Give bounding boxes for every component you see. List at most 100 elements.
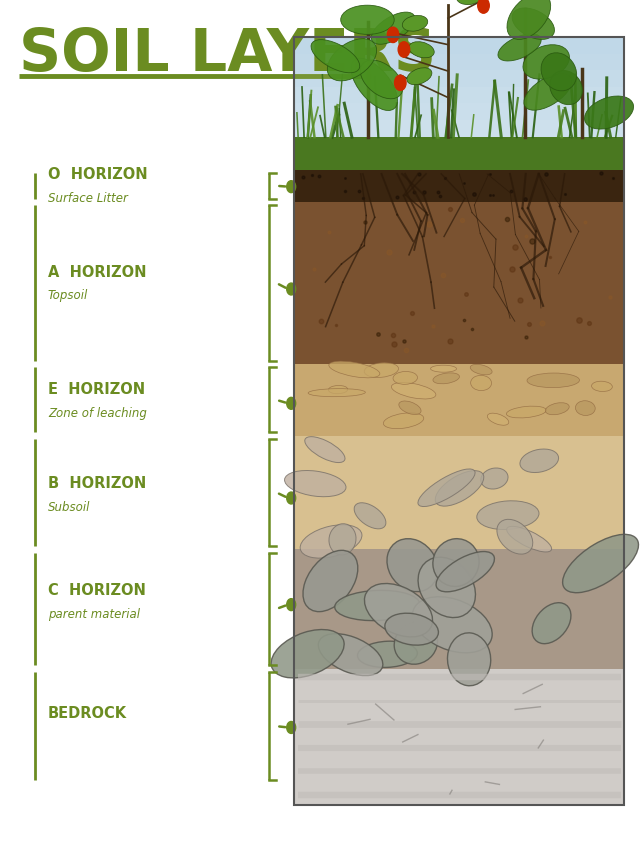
Ellipse shape: [300, 525, 362, 558]
Ellipse shape: [506, 406, 547, 418]
Text: C  HORIZON: C HORIZON: [48, 582, 146, 597]
Ellipse shape: [575, 401, 595, 416]
Ellipse shape: [407, 69, 432, 85]
Ellipse shape: [394, 622, 438, 665]
Bar: [294, 669, 624, 805]
Ellipse shape: [481, 469, 508, 489]
Ellipse shape: [550, 72, 582, 106]
Bar: [294, 104, 624, 121]
Circle shape: [398, 43, 410, 58]
Text: parent material: parent material: [48, 607, 140, 620]
Ellipse shape: [541, 54, 577, 92]
Ellipse shape: [358, 642, 417, 668]
Ellipse shape: [512, 9, 554, 40]
Ellipse shape: [523, 46, 570, 80]
Ellipse shape: [387, 539, 438, 592]
Bar: [294, 436, 624, 550]
Ellipse shape: [433, 373, 460, 384]
Ellipse shape: [591, 382, 612, 392]
Ellipse shape: [409, 43, 434, 59]
Text: Surface Litter: Surface Litter: [48, 192, 128, 205]
Ellipse shape: [545, 403, 569, 415]
Text: Topsoil: Topsoil: [48, 289, 88, 302]
Ellipse shape: [308, 389, 365, 397]
Ellipse shape: [403, 16, 428, 32]
Ellipse shape: [399, 401, 421, 415]
Ellipse shape: [498, 35, 541, 62]
Ellipse shape: [364, 584, 433, 637]
Bar: [294, 38, 624, 805]
Text: SOIL LAYERS: SOIL LAYERS: [19, 26, 436, 83]
Ellipse shape: [360, 61, 403, 100]
Bar: [294, 121, 624, 137]
Text: E  HORIZON: E HORIZON: [48, 382, 145, 397]
Ellipse shape: [383, 413, 424, 429]
Ellipse shape: [311, 41, 360, 73]
Text: BEDROCK: BEDROCK: [48, 705, 127, 721]
Circle shape: [287, 181, 296, 193]
Ellipse shape: [456, 0, 482, 6]
Ellipse shape: [329, 362, 380, 378]
Ellipse shape: [393, 372, 417, 385]
Ellipse shape: [354, 504, 386, 529]
Ellipse shape: [470, 365, 492, 376]
Bar: [294, 365, 624, 436]
Ellipse shape: [340, 6, 394, 35]
Ellipse shape: [318, 634, 383, 676]
Ellipse shape: [335, 590, 420, 621]
Bar: [294, 550, 624, 669]
Circle shape: [287, 398, 296, 410]
Ellipse shape: [392, 383, 436, 400]
Ellipse shape: [435, 471, 484, 507]
Ellipse shape: [329, 524, 356, 556]
Ellipse shape: [371, 13, 415, 45]
Circle shape: [287, 492, 296, 504]
Ellipse shape: [385, 613, 438, 645]
Ellipse shape: [563, 535, 639, 593]
Ellipse shape: [305, 437, 345, 463]
Ellipse shape: [532, 603, 571, 644]
Ellipse shape: [524, 74, 572, 111]
Bar: [294, 55, 624, 72]
Ellipse shape: [477, 501, 539, 530]
Ellipse shape: [418, 557, 476, 618]
Ellipse shape: [433, 539, 479, 587]
Ellipse shape: [447, 633, 491, 686]
Circle shape: [287, 284, 296, 296]
Ellipse shape: [470, 376, 492, 391]
Ellipse shape: [584, 97, 634, 130]
Ellipse shape: [436, 552, 495, 592]
Ellipse shape: [271, 630, 344, 678]
Circle shape: [387, 28, 399, 43]
Ellipse shape: [418, 469, 475, 507]
Ellipse shape: [303, 550, 358, 612]
Ellipse shape: [527, 373, 579, 389]
Ellipse shape: [507, 0, 550, 40]
Bar: [294, 72, 624, 88]
Circle shape: [477, 0, 489, 14]
Text: A  HORIZON: A HORIZON: [48, 264, 147, 279]
Text: O  HORIZON: O HORIZON: [48, 167, 148, 182]
Bar: [294, 170, 624, 203]
Circle shape: [287, 599, 296, 611]
Bar: [294, 38, 624, 55]
Ellipse shape: [431, 366, 456, 373]
Text: Zone of leaching: Zone of leaching: [48, 406, 147, 420]
Ellipse shape: [497, 520, 532, 555]
Circle shape: [287, 722, 296, 734]
Ellipse shape: [328, 386, 348, 394]
Text: B  HORIZON: B HORIZON: [48, 475, 147, 491]
Ellipse shape: [413, 597, 492, 653]
Ellipse shape: [520, 450, 559, 473]
Ellipse shape: [364, 363, 399, 378]
Ellipse shape: [507, 527, 552, 552]
Bar: [294, 138, 624, 170]
Bar: [294, 203, 624, 365]
Ellipse shape: [488, 414, 509, 426]
Ellipse shape: [351, 59, 397, 112]
Bar: [294, 38, 624, 170]
Circle shape: [394, 76, 406, 91]
Bar: [294, 88, 624, 105]
Ellipse shape: [327, 39, 376, 82]
Ellipse shape: [285, 471, 346, 497]
